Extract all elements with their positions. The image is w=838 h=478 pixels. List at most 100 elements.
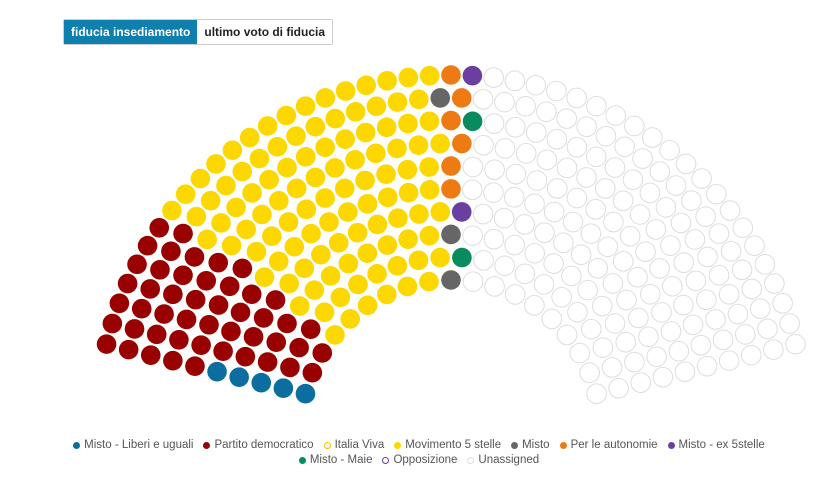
seat bbox=[277, 157, 297, 178]
seat bbox=[504, 284, 526, 305]
seat bbox=[639, 283, 661, 305]
seat bbox=[277, 313, 297, 334]
seat bbox=[622, 169, 644, 190]
seat bbox=[357, 295, 378, 316]
seat bbox=[305, 167, 326, 188]
seat bbox=[763, 339, 784, 360]
seat bbox=[335, 129, 355, 150]
seat bbox=[504, 70, 526, 92]
seat bbox=[338, 253, 359, 274]
seat bbox=[524, 242, 545, 264]
seat bbox=[562, 211, 584, 233]
seat bbox=[451, 202, 472, 222]
seat bbox=[603, 211, 624, 233]
seat bbox=[706, 183, 727, 205]
seat bbox=[668, 340, 690, 362]
seat bbox=[191, 335, 211, 355]
seat bbox=[219, 276, 240, 297]
seat bbox=[533, 274, 555, 295]
seat bbox=[472, 203, 494, 225]
seat bbox=[208, 295, 229, 315]
seat bbox=[462, 225, 483, 246]
seat bbox=[124, 319, 145, 339]
tab[interactable]: ultimo voto di fiducia bbox=[197, 20, 333, 44]
seat bbox=[289, 337, 309, 358]
seat bbox=[241, 284, 262, 305]
seat bbox=[660, 321, 682, 342]
seat bbox=[347, 222, 368, 243]
seat bbox=[586, 95, 607, 117]
seat bbox=[127, 254, 147, 275]
legend-label: Opposizione bbox=[393, 454, 458, 466]
seat bbox=[577, 279, 598, 301]
seat bbox=[493, 207, 515, 229]
legend: Misto - Liberi e uguali Partito democrati… bbox=[49, 439, 789, 466]
seat bbox=[229, 367, 249, 387]
seat bbox=[772, 293, 793, 314]
seat bbox=[484, 159, 505, 181]
seat bbox=[660, 235, 681, 256]
seat bbox=[579, 362, 600, 384]
seat bbox=[356, 75, 377, 96]
seat bbox=[494, 138, 516, 159]
seat bbox=[629, 204, 651, 225]
seat bbox=[296, 199, 317, 220]
seat bbox=[462, 271, 484, 292]
seat bbox=[604, 313, 626, 334]
seat bbox=[536, 149, 558, 171]
seat bbox=[200, 190, 221, 211]
seat bbox=[764, 273, 785, 294]
seat bbox=[221, 321, 241, 342]
seat bbox=[315, 137, 335, 158]
seat bbox=[419, 111, 440, 132]
seat bbox=[319, 212, 339, 232]
seat bbox=[741, 278, 763, 300]
legend-label: Italia Viva bbox=[334, 439, 385, 451]
seat bbox=[718, 350, 740, 371]
seat bbox=[441, 270, 461, 290]
seat bbox=[576, 116, 597, 138]
seat bbox=[473, 134, 494, 156]
seat bbox=[627, 266, 648, 288]
seat bbox=[236, 219, 256, 240]
seat bbox=[314, 302, 335, 323]
seat bbox=[304, 280, 325, 300]
seat bbox=[267, 136, 288, 157]
seat bbox=[462, 65, 483, 86]
seat bbox=[670, 212, 692, 234]
seat bbox=[534, 222, 555, 243]
seat bbox=[504, 234, 525, 256]
seat bbox=[543, 253, 564, 274]
seat bbox=[419, 180, 440, 200]
seat bbox=[553, 232, 574, 254]
legend-marker bbox=[73, 441, 81, 449]
seat bbox=[330, 287, 351, 308]
seat bbox=[169, 329, 189, 350]
seat bbox=[398, 67, 419, 88]
seat bbox=[140, 345, 161, 365]
legend-marker bbox=[467, 456, 475, 464]
legend-marker bbox=[298, 456, 306, 464]
seat bbox=[483, 67, 505, 88]
seat bbox=[585, 199, 606, 220]
seat bbox=[242, 183, 262, 203]
seat bbox=[580, 318, 602, 340]
seat bbox=[567, 301, 588, 323]
seat bbox=[541, 308, 563, 330]
seat bbox=[226, 197, 246, 218]
seat bbox=[376, 117, 397, 138]
seat bbox=[642, 127, 663, 148]
seat bbox=[515, 143, 537, 164]
tab[interactable]: fiducia insediamento bbox=[64, 20, 198, 44]
legend-item: Misto bbox=[511, 439, 550, 451]
seat bbox=[367, 214, 388, 235]
seat bbox=[592, 337, 614, 358]
seat bbox=[398, 113, 418, 134]
legend-item: Opposizione bbox=[382, 454, 457, 466]
seat bbox=[315, 88, 336, 108]
seat bbox=[430, 88, 451, 108]
seat bbox=[301, 223, 321, 244]
legend-label: Movimento 5 stelle bbox=[405, 439, 502, 451]
seat bbox=[525, 122, 547, 143]
legend-label: Per le autonomie bbox=[570, 439, 658, 451]
